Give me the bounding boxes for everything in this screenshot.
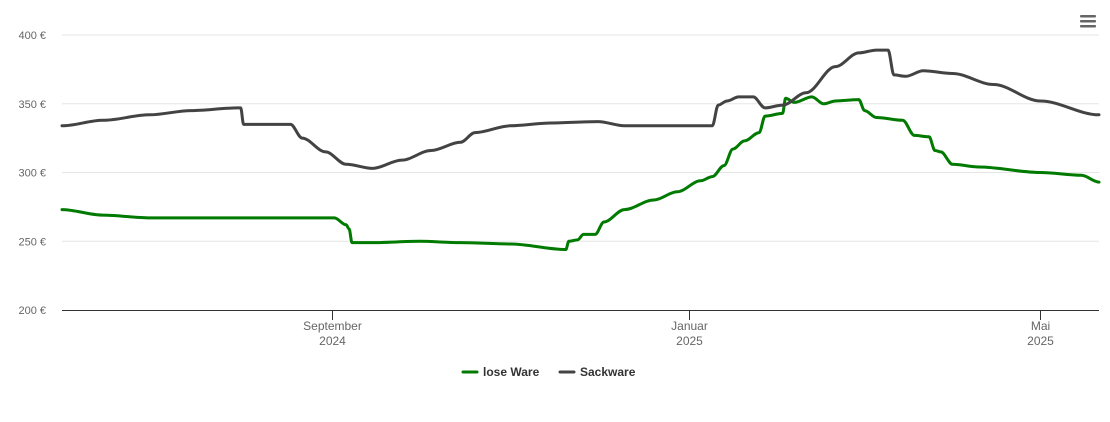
hamburger-icon bbox=[1080, 15, 1096, 18]
hamburger-icon bbox=[1080, 25, 1096, 28]
y-tick-label: 400 € bbox=[18, 30, 46, 42]
series-lines bbox=[60, 48, 1101, 251]
series-line-sackware[interactable] bbox=[60, 48, 1101, 170]
x-tick-year: 2025 bbox=[676, 334, 703, 348]
legend: lose Ware Sackware bbox=[461, 365, 636, 379]
x-tick-year: 2024 bbox=[319, 334, 346, 348]
legend-item[interactable]: lose Ware bbox=[461, 365, 540, 379]
y-tick-label: 300 € bbox=[18, 168, 46, 180]
legend-item[interactable]: Sackware bbox=[558, 365, 636, 379]
hamburger-icon bbox=[1080, 20, 1096, 23]
y-tick-label: 250 € bbox=[18, 236, 46, 248]
x-tick-month: Mai bbox=[1031, 319, 1050, 333]
legend-label: lose Ware bbox=[483, 365, 540, 379]
chart-menu-button[interactable] bbox=[1078, 13, 1098, 31]
y-tick-label: 350 € bbox=[18, 99, 46, 111]
x-tick-month: September bbox=[303, 319, 362, 333]
grid-lines bbox=[62, 34, 1099, 311]
y-tick-label: 200 € bbox=[18, 305, 46, 317]
series-line-lose-ware[interactable] bbox=[60, 95, 1101, 251]
x-tick-year: 2025 bbox=[1027, 334, 1054, 348]
y-axis-ticks: 200 € 250 € 300 € 350 € 400 € bbox=[18, 30, 46, 317]
legend-label: Sackware bbox=[580, 365, 636, 379]
x-tick-month: Januar bbox=[671, 319, 708, 333]
